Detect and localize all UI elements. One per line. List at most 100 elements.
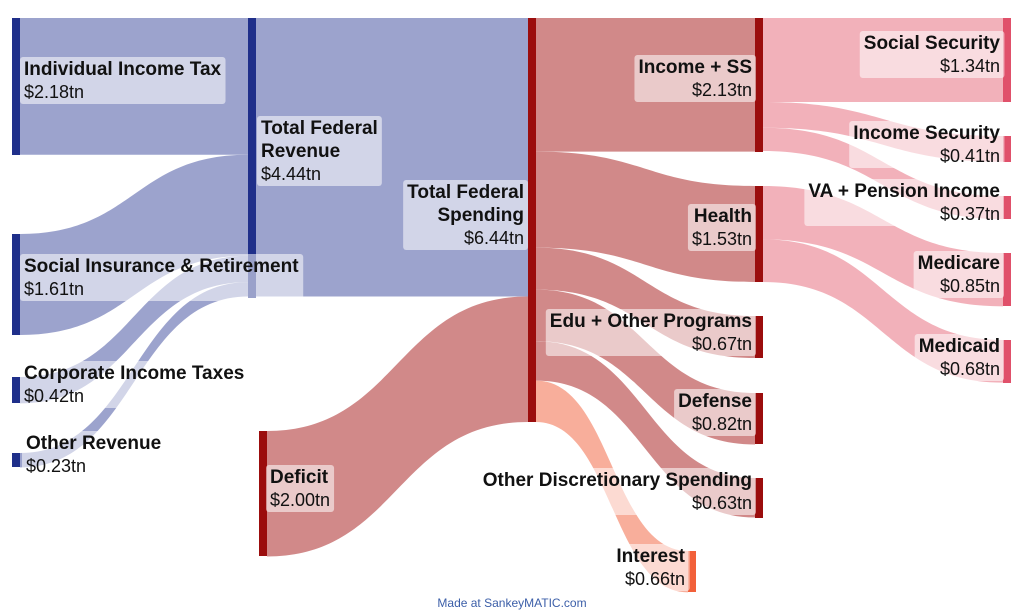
node-value-social_security: $1.34tn <box>940 56 1000 76</box>
label-bg-other_revenue <box>22 431 166 478</box>
node-bar-other_discretionary <box>755 478 763 518</box>
node-bar-edu_other <box>755 316 763 358</box>
node-bar-social_security <box>1003 18 1011 102</box>
node-text-social_insurance: Social Insurance & Retirement $1.61tn <box>24 256 299 299</box>
node-value-income_security: $0.41tn <box>940 146 1000 166</box>
node-label-interest: Interest $0.66tn <box>612 544 690 591</box>
node-text-edu_other: Edu + Other Programs $0.67tn <box>550 311 752 354</box>
node-name-deficit: Deficit <box>270 467 329 488</box>
label-bg-medicaid <box>914 334 1004 381</box>
label-bg-defense <box>674 389 756 436</box>
sankey-node-bars <box>12 18 1011 592</box>
node-bar-medicare <box>1003 253 1011 306</box>
node-value-social_insurance: $1.61tn <box>24 279 84 299</box>
node-label-health: Health $1.53tn <box>687 204 756 251</box>
node-label-va_pension: VA + Pension Income $0.37tn <box>804 179 1004 226</box>
node-label-social_security: Social Security $1.34tn <box>859 31 1005 78</box>
node-text-corporate_income_taxes: Corporate Income Taxes $0.42tn <box>24 363 244 406</box>
node-value-other_discretionary: $0.63tn <box>692 493 752 513</box>
node-value-other_revenue: $0.23tn <box>26 456 86 476</box>
label-bg-interest <box>612 544 690 591</box>
node-bar-total_federal_revenue <box>248 18 256 298</box>
label-bg-social_security <box>859 31 1005 78</box>
node-label-income_ss: Income + SS $2.13tn <box>634 55 756 102</box>
label-bg-total_federal_spending <box>403 180 528 250</box>
node-bar-income_ss <box>755 18 763 152</box>
node-bar-total_federal_spending <box>528 18 536 422</box>
node-text-medicaid: Medicaid $0.68tn <box>919 336 1000 379</box>
node-value-deficit: $2.00tn <box>270 490 330 510</box>
node-text-individual_income_tax: Individual Income Tax $2.18tn <box>24 59 222 102</box>
node-value-medicaid: $0.68tn <box>940 359 1000 379</box>
label-bg-income_security <box>849 121 1005 168</box>
label-bg-social_insurance <box>20 254 304 301</box>
label-bg-total_federal_revenue <box>257 116 382 186</box>
node-name-total_federal_revenue: Total Federal <box>261 118 378 139</box>
node-label-income_security: Income Security $0.41tn <box>849 121 1005 168</box>
label-bg-corporate_income_taxes <box>20 361 249 408</box>
node-name-social_insurance: Social Insurance & Retirement <box>24 256 299 277</box>
node-bar-corporate_income_taxes <box>12 377 20 403</box>
node-label-medicaid: Medicaid $0.68tn <box>914 334 1004 381</box>
node-name-corporate_income_taxes: Corporate Income Taxes <box>24 363 244 384</box>
node-label-defense: Defense $0.82tn <box>674 389 756 436</box>
node-value-individual_income_tax: $2.18tn <box>24 82 84 102</box>
node-name-interest: Interest <box>616 546 685 567</box>
node-bar-interest <box>688 551 696 592</box>
node-label-edu_other: Edu + Other Programs $0.67tn <box>545 309 756 356</box>
node-name-total_federal_revenue: Revenue <box>261 141 340 162</box>
node-label-total_federal_spending: Total Federal Spending $6.44tn <box>403 180 528 250</box>
node-bar-income_security <box>1003 136 1011 162</box>
node-name-edu_other: Edu + Other Programs <box>550 311 752 332</box>
node-bar-other_revenue <box>12 453 20 467</box>
flow-social_insurance-to-total_federal_revenue <box>20 154 248 335</box>
node-value-corporate_income_taxes: $0.42tn <box>24 386 84 406</box>
node-name-other_revenue: Other Revenue <box>26 433 161 454</box>
node-value-health: $1.53tn <box>692 229 752 249</box>
node-label-individual_income_tax: Individual Income Tax $2.18tn <box>20 57 226 104</box>
node-label-corporate_income_taxes: Corporate Income Taxes $0.42tn <box>20 361 249 408</box>
node-label-total_federal_revenue: Total Federal Revenue $4.44tn <box>257 116 382 186</box>
node-name-other_discretionary: Other Discretionary Spending <box>483 470 752 491</box>
node-value-edu_other: $0.67tn <box>692 334 752 354</box>
label-bg-other_discretionary <box>478 468 756 515</box>
node-text-other_revenue: Other Revenue $0.23tn <box>26 433 161 476</box>
node-name-health: Health <box>694 206 752 227</box>
credit-footer[interactable]: Made at SankeyMATIC.com <box>437 596 587 610</box>
node-name-medicare: Medicare <box>918 253 1000 274</box>
node-bar-deficit <box>259 431 267 556</box>
node-text-total_federal_revenue: Total Federal Revenue $4.44tn <box>261 118 378 184</box>
node-name-defense: Defense <box>678 391 752 412</box>
node-bar-social_insurance <box>12 234 20 335</box>
node-value-medicare: $0.85tn <box>940 276 1000 296</box>
node-value-va_pension: $0.37tn <box>940 204 1000 224</box>
label-bg-health <box>687 204 756 251</box>
node-value-total_federal_revenue: $4.44tn <box>261 164 321 184</box>
node-value-income_ss: $2.13tn <box>692 80 752 100</box>
node-bar-individual_income_tax <box>12 18 20 155</box>
node-name-income_security: Income Security <box>853 123 1000 144</box>
node-text-social_security: Social Security $1.34tn <box>864 33 1001 76</box>
node-bar-va_pension <box>1003 196 1011 219</box>
node-text-interest: Interest $0.66tn <box>616 546 685 589</box>
node-label-other_revenue: Other Revenue $0.23tn <box>22 431 166 478</box>
node-text-health: Health $1.53tn <box>692 206 752 249</box>
node-text-medicare: Medicare $0.85tn <box>918 253 1000 296</box>
label-bg-income_ss <box>634 55 756 102</box>
node-bar-health <box>755 186 763 282</box>
node-name-individual_income_tax: Individual Income Tax <box>24 59 222 80</box>
sankey-labels: Individual Income Tax $2.18tn Social Insur… <box>20 31 1005 591</box>
node-name-total_federal_spending: Spending <box>437 205 524 226</box>
node-text-defense: Defense $0.82tn <box>678 391 752 434</box>
node-text-deficit: Deficit $2.00tn <box>270 467 330 510</box>
node-name-total_federal_spending: Total Federal <box>407 182 524 203</box>
node-name-medicaid: Medicaid <box>919 336 1000 357</box>
node-name-social_security: Social Security <box>864 33 1001 54</box>
node-label-other_discretionary: Other Discretionary Spending $0.63tn <box>478 468 756 515</box>
node-value-defense: $0.82tn <box>692 414 752 434</box>
label-bg-medicare <box>913 251 1004 298</box>
label-bg-edu_other <box>545 309 756 356</box>
node-text-income_security: Income Security $0.41tn <box>853 123 1000 166</box>
node-label-medicare: Medicare $0.85tn <box>913 251 1004 298</box>
